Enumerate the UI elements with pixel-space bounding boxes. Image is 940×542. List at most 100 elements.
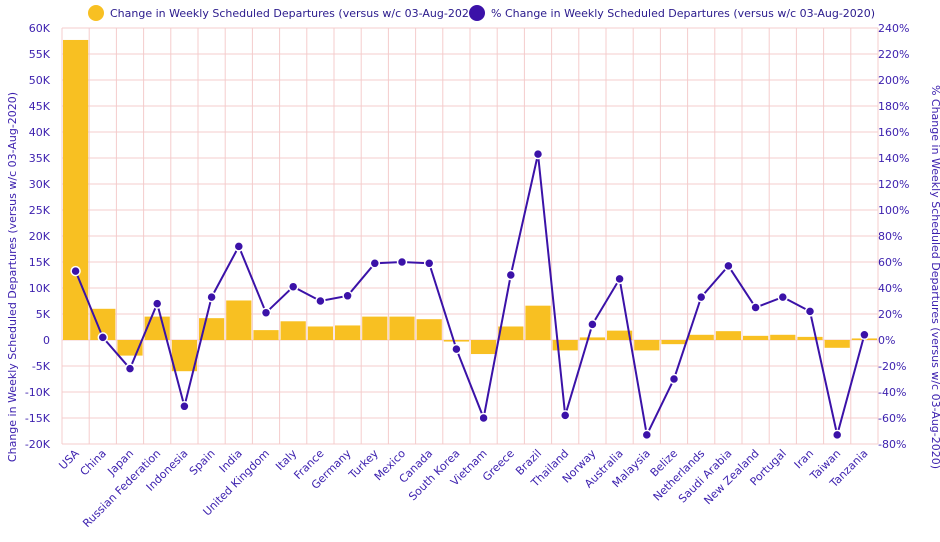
legend-bar-marker <box>88 5 104 21</box>
bar-netherlands <box>688 334 714 340</box>
legend-line-marker <box>469 5 485 21</box>
left-tick-label: 40K <box>29 126 51 139</box>
left-tick-label: 5K <box>36 308 51 321</box>
bar-iran <box>797 336 823 340</box>
right-tick-label: -60% <box>878 412 906 425</box>
left-tick-label: 35K <box>29 152 51 165</box>
left-tick-label: 30K <box>29 178 51 191</box>
bar-taiwan <box>824 340 850 348</box>
point-brazil <box>532 148 544 160</box>
right-tick-label: 220% <box>878 48 909 61</box>
point-turkey <box>369 258 381 269</box>
left-tick-label: 45K <box>29 100 51 113</box>
left-tick-label: 55K <box>29 48 51 61</box>
right-tick-label: 180% <box>878 100 909 113</box>
point-malaysia <box>641 429 653 441</box>
point-thailand <box>559 410 571 421</box>
bar-thailand <box>552 340 578 351</box>
left-tick-label: 25K <box>29 204 51 217</box>
point-belize <box>668 373 680 385</box>
point-spain <box>206 291 217 303</box>
right-tick-label: -40% <box>878 386 906 399</box>
point-portugal <box>777 291 789 303</box>
bar-south-korea <box>443 340 469 342</box>
point-japan <box>124 363 136 374</box>
bar-france <box>307 326 333 340</box>
category-label: China <box>78 447 109 478</box>
point-new-zealand <box>750 302 761 313</box>
right-tick-label: 140% <box>878 152 909 165</box>
bar-india <box>226 300 252 340</box>
point-south-korea <box>451 343 462 355</box>
bar-indonesia <box>171 340 197 372</box>
series-line <box>74 153 866 439</box>
gridlines <box>61 27 879 445</box>
point-france <box>315 295 326 307</box>
left-tick-label: 20K <box>29 230 51 243</box>
point-indonesia <box>179 401 190 412</box>
point-tanzania <box>859 329 870 341</box>
point-italy <box>287 281 299 292</box>
bar-vietnam <box>471 340 497 355</box>
left-axis-ticks: -20K -15K -10K -5K 0 5K 10K 15K 20K 25K 30K 35K 40K 4… <box>25 22 51 451</box>
point-australia <box>614 273 625 285</box>
bar-australia <box>607 330 633 340</box>
right-tick-label: 240% <box>878 22 909 35</box>
point-saudi-arabia <box>723 260 734 272</box>
bar-italy <box>280 321 306 340</box>
right-tick-label: 0% <box>878 334 895 347</box>
bar-russian-federation <box>144 316 170 340</box>
right-tick-label: 120% <box>878 178 909 191</box>
point-russian-federation <box>151 298 163 309</box>
left-tick-label: 15K <box>29 256 51 269</box>
left-axis-title: Change in Weekly Scheduled Departures (v… <box>6 92 19 462</box>
point-netherlands <box>695 291 707 303</box>
legend-line-label: % Change in Weekly Scheduled Departures … <box>491 7 875 20</box>
bar-turkey <box>362 316 388 340</box>
right-tick-label: 80% <box>878 230 902 243</box>
bar-series <box>63 39 877 372</box>
bar-portugal <box>770 334 796 340</box>
left-tick-label: -10K <box>25 386 51 399</box>
bar-greece <box>498 326 524 340</box>
right-tick-label: -20% <box>878 360 906 373</box>
bar-saudi-arabia <box>715 331 741 340</box>
left-tick-label: -5K <box>32 360 51 373</box>
point-taiwan <box>831 429 843 441</box>
bar-canada <box>416 319 442 340</box>
left-tick-label: 50K <box>29 74 51 87</box>
left-tick-label: -20K <box>25 438 51 451</box>
right-tick-label: 160% <box>878 126 909 139</box>
point-mexico <box>396 256 408 268</box>
left-tick-label: 10K <box>29 282 51 295</box>
point-usa <box>70 265 81 277</box>
legend-bar-label: Change in Weekly Scheduled Departures (v… <box>110 7 480 20</box>
point-china <box>97 332 109 343</box>
bar-norway <box>579 337 605 340</box>
right-tick-label: 60% <box>878 256 902 269</box>
point-norway <box>587 319 598 330</box>
point-canada <box>423 258 435 269</box>
legend: Change in Weekly Scheduled Departures (v… <box>88 5 875 21</box>
right-tick-label: 200% <box>878 74 909 87</box>
bar-united-kingdom <box>253 330 279 340</box>
right-tick-label: 20% <box>878 308 902 321</box>
bar-new-zealand <box>743 335 769 340</box>
bar-malaysia <box>634 340 660 351</box>
right-tick-label: 40% <box>878 282 902 295</box>
right-tick-label: -80% <box>878 438 906 451</box>
point-vietnam <box>478 412 489 424</box>
point-united-kingdom <box>260 307 272 318</box>
right-tick-label: 100% <box>878 204 909 217</box>
bar-brazil <box>525 305 551 340</box>
category-label: Spain <box>187 447 218 478</box>
point-greece <box>505 269 517 281</box>
line-series <box>70 148 870 441</box>
point-germany <box>342 290 353 302</box>
point-iran <box>804 306 816 317</box>
bar-mexico <box>389 316 415 340</box>
point-india <box>233 241 245 252</box>
left-tick-label: 0 <box>43 334 50 347</box>
